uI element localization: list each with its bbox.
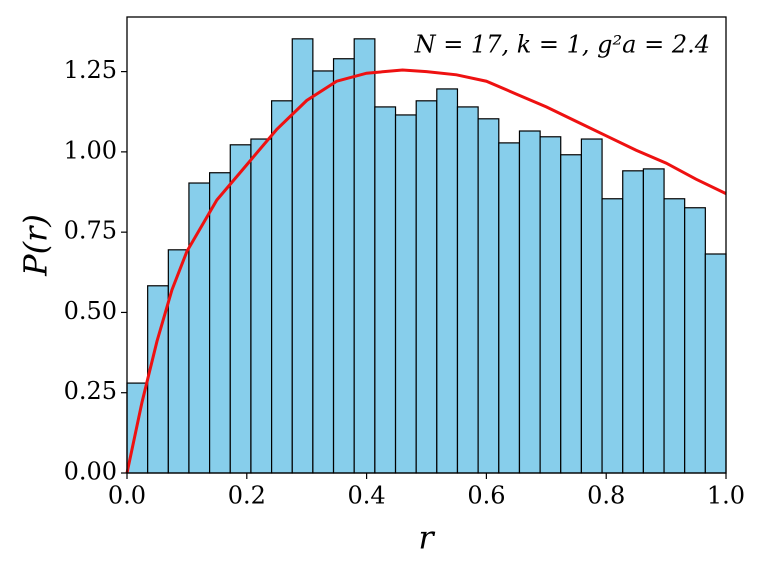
bar <box>374 106 397 474</box>
bar <box>601 198 624 474</box>
x-tick-label: 0.6 <box>467 482 505 510</box>
annotation: N = 17, k = 1, g²a = 2.4 <box>414 31 710 59</box>
bar <box>560 154 583 474</box>
bar <box>209 172 231 474</box>
bar <box>415 100 438 474</box>
bar <box>312 70 335 474</box>
x-axis-label: r <box>418 519 435 557</box>
x-tick-label: 0.0 <box>108 482 146 510</box>
bar <box>663 198 686 474</box>
bar <box>394 114 417 474</box>
bar <box>353 38 376 474</box>
x-tick-label: 0.8 <box>587 482 625 510</box>
bar <box>642 168 665 474</box>
bar <box>498 142 521 474</box>
curve <box>125 68 727 474</box>
x-tick-label: 1.0 <box>707 482 745 510</box>
x-tick-label: 0.4 <box>348 482 386 510</box>
bar <box>477 118 500 474</box>
bar <box>518 130 541 474</box>
y-tick-label: 0.00 <box>64 458 117 486</box>
bar <box>684 207 706 474</box>
bar <box>332 58 355 474</box>
bar <box>622 170 644 474</box>
y-tick-label: 0.50 <box>64 297 117 325</box>
x-tick-label: 0.2 <box>228 482 266 510</box>
bar <box>229 144 252 474</box>
bar <box>167 249 190 474</box>
bar <box>436 88 459 474</box>
plot-frame <box>126 16 727 474</box>
y-tick-label: 1.00 <box>64 136 117 164</box>
bar <box>270 100 293 474</box>
bar <box>704 253 727 474</box>
bar <box>250 138 273 474</box>
y-tick-label: 0.25 <box>64 377 117 405</box>
bar <box>456 106 479 474</box>
bar <box>539 136 562 474</box>
bar <box>188 182 211 474</box>
y-axis-label: P(r) <box>17 214 55 277</box>
bar <box>580 138 603 474</box>
y-tick-label: 1.25 <box>64 56 117 84</box>
y-tick-label: 0.75 <box>64 217 117 245</box>
